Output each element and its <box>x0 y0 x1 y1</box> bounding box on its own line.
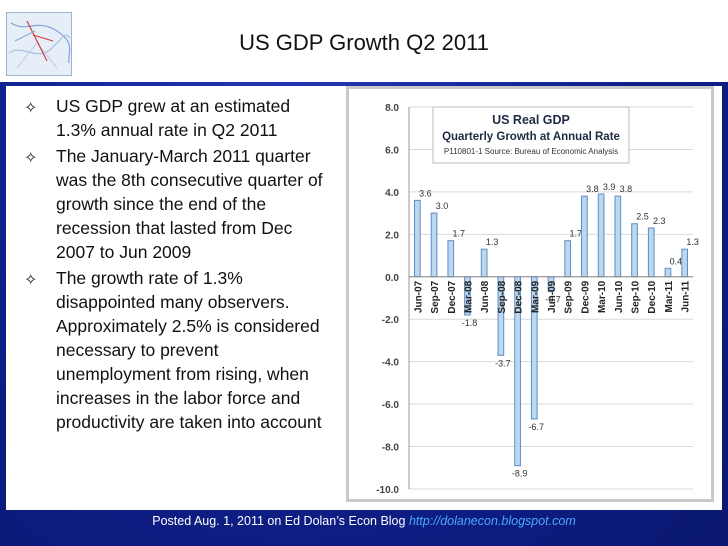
diamond-outline-icon: ✧ <box>24 272 38 289</box>
x-tick-label: Dec-07 <box>447 280 458 313</box>
x-tick-label: Sep-07 <box>430 280 441 313</box>
chart-frame: 8.0 6.0 4.0 2.0 0.0 -2.0 -4.0 -6.0 -8.0 -10.0 US R… <box>346 86 714 502</box>
footer-text: Posted Aug. 1, 2011 on Ed Dolan’s Econ B… <box>152 514 406 528</box>
diamond-outline-icon: ✧ <box>24 100 38 117</box>
data-label: 3.6 <box>419 188 432 198</box>
x-tick-label: Dec-09 <box>580 280 591 313</box>
data-label: 3.0 <box>436 201 449 211</box>
bar <box>647 227 655 278</box>
y-tick-label: 2.0 <box>385 230 399 241</box>
data-label: 2.3 <box>653 216 666 226</box>
x-tick-label: Jun-07 <box>413 280 424 313</box>
x-tick-label: Jun-11 <box>681 280 692 312</box>
diamond-outline-icon: ✧ <box>24 150 38 167</box>
bar <box>480 248 488 278</box>
y-tick-label: -4.0 <box>382 358 400 369</box>
bar <box>614 195 622 278</box>
logo-graphic <box>7 13 71 75</box>
data-label: 1.7 <box>569 229 582 239</box>
y-tick-label: -6.0 <box>382 400 400 411</box>
title-bar: US GDP Growth Q2 2011 <box>0 0 728 82</box>
bullet-line: disappointed many observers. <box>56 292 290 312</box>
data-label: -1.8 <box>462 318 478 328</box>
data-label: 3.8 <box>620 184 633 194</box>
y-tick-label: 6.0 <box>385 145 399 156</box>
bullet-line: necessary to prevent <box>56 340 219 360</box>
bullet-line: was the 8th consecutive quarter of <box>56 170 323 190</box>
chart-title: US Real GDP <box>492 113 570 127</box>
bar <box>631 223 638 278</box>
data-label: 2.5 <box>636 212 649 222</box>
bullet-list: ✧ US GDP grew at an estimated 1.3% annual … <box>14 94 344 436</box>
bar <box>430 212 438 278</box>
x-tick-label: Dec-08 <box>514 280 525 313</box>
bullet-line: Approximately 2.5% is considered <box>56 316 320 336</box>
bar <box>564 240 572 278</box>
chart-subtitle: Quarterly Growth at Annual Rate <box>442 131 620 143</box>
bullet-item: ✧ US GDP grew at an estimated 1.3% annual … <box>14 94 344 142</box>
bullet-item: ✧ The January-March 2011 quarter was the 8… <box>14 144 344 264</box>
bar <box>664 267 672 278</box>
data-label: -3.7 <box>495 358 511 368</box>
y-tick-label: -10.0 <box>376 485 399 496</box>
gdp-bar-chart: 8.0 6.0 4.0 2.0 0.0 -2.0 -4.0 -6.0 -8.0 -10.0 US R… <box>376 103 699 496</box>
x-tick-label: Sep-09 <box>564 280 575 313</box>
bullet-line: 1.3% annual rate in Q2 2011 <box>56 120 278 140</box>
x-tick-label: Mar-10 <box>597 280 608 313</box>
bullet-line: recession that lasted from Dec <box>56 218 293 238</box>
x-tick-label: Sep-08 <box>497 280 508 313</box>
x-tick-label: Mar-08 <box>463 280 474 313</box>
bullet-line: productivity are taken into account <box>56 412 322 432</box>
data-label: -0.7 <box>545 295 561 305</box>
bullet-line: The growth rate of 1.3% <box>56 268 243 288</box>
x-tick-label: Mar-09 <box>530 280 541 313</box>
data-label: 1.3 <box>486 237 499 247</box>
y-tick-label: -2.0 <box>382 315 400 326</box>
x-tick-label: Jun-10 <box>614 280 625 313</box>
data-label: 1.7 <box>453 229 466 239</box>
x-tick-label: Sep-10 <box>631 280 642 313</box>
x-tick-label: Dec-10 <box>647 280 658 313</box>
data-label: 1.3 <box>686 237 699 247</box>
bullet-line: growth since the end of the <box>56 194 267 214</box>
data-label: -6.7 <box>529 422 545 432</box>
chart-title-box <box>432 106 630 164</box>
footer-link[interactable]: http://dolanecon.blogspot.com <box>408 514 576 528</box>
x-tick-label: Jun-08 <box>480 280 491 313</box>
bullet-line: 2007 to Jun 2009 <box>56 242 192 262</box>
bar <box>597 193 605 278</box>
bullet-line: US GDP grew at an estimated <box>56 96 291 116</box>
x-tick-label: Jun-09 <box>547 280 558 313</box>
footer: Posted Aug. 1, 2011 on Ed Dolan’s Econ B… <box>0 514 728 528</box>
bullet-line: The January-March 2011 quarter <box>56 146 311 166</box>
data-label: -8.9 <box>512 469 528 479</box>
logo-image <box>6 12 72 76</box>
bullet-line: increases in the labor force and <box>56 388 301 408</box>
data-label: 3.9 <box>603 182 616 192</box>
y-tick-label: -8.0 <box>382 443 400 454</box>
bar <box>447 240 455 278</box>
y-tick-label: 4.0 <box>385 188 399 199</box>
x-tick-label: Mar-11 <box>664 280 675 312</box>
bullet-item: ✧ The growth rate of 1.3% disappointed man… <box>14 266 344 434</box>
y-tick-label: 8.0 <box>385 103 399 114</box>
data-label: 0.4 <box>670 256 683 266</box>
bar <box>681 248 688 278</box>
bullet-line: unemployment from rising, when <box>56 364 309 384</box>
y-tick-label: 0.0 <box>385 273 399 284</box>
chart-source: P110801-1 Source: Bureau of Economic Ana… <box>444 147 618 156</box>
data-label: 3.8 <box>586 184 599 194</box>
bar <box>581 195 588 278</box>
slide-title: US GDP Growth Q2 2011 <box>239 30 489 55</box>
bar <box>414 199 421 278</box>
